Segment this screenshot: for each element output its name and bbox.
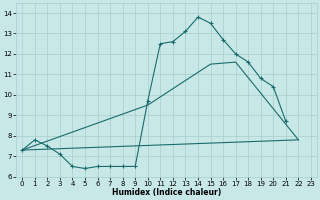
X-axis label: Humidex (Indice chaleur): Humidex (Indice chaleur) — [112, 188, 221, 197]
